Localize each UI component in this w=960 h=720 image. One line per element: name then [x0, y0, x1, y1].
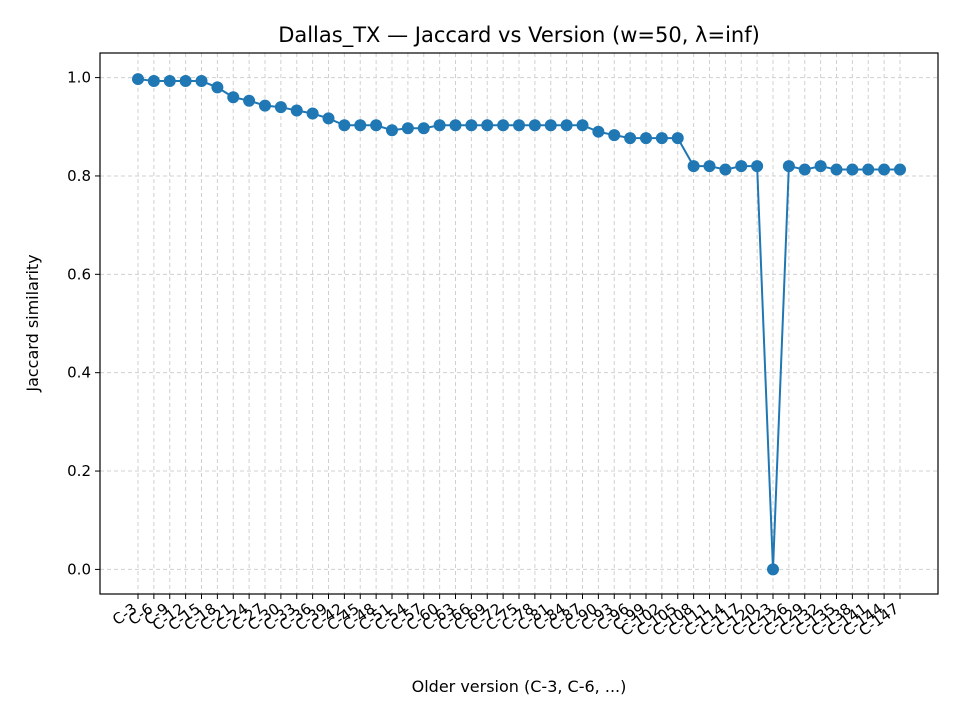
data-point	[259, 99, 271, 112]
chart-title: Dallas_TX — Jaccard vs Version (w=50, λ=…	[278, 23, 760, 48]
data-point	[576, 119, 589, 132]
data-point	[767, 563, 779, 576]
data-point	[417, 122, 430, 135]
data-point	[671, 132, 684, 145]
data-point	[687, 160, 700, 173]
data-point	[179, 75, 192, 88]
y-axis-label: Jaccard similarity	[23, 254, 42, 392]
data-point	[814, 160, 827, 173]
data-point	[592, 125, 605, 138]
data-point	[290, 104, 303, 117]
data-point	[465, 119, 478, 132]
x-axis-label: Older version (C-3, C-6, ...)	[412, 677, 627, 696]
data-point	[354, 119, 367, 132]
data-point	[274, 101, 287, 114]
data-point	[433, 119, 446, 132]
data-point	[449, 119, 462, 132]
data-point	[338, 119, 351, 132]
data-point	[513, 119, 525, 132]
data-point	[497, 119, 510, 132]
data-point	[624, 132, 637, 145]
data-point	[211, 81, 224, 94]
y-tick-label: 1.0	[67, 69, 91, 87]
data-point	[544, 119, 557, 132]
data-point	[878, 163, 891, 176]
data-point	[401, 122, 414, 135]
y-tick-label: 0.0	[67, 560, 91, 578]
data-point	[560, 119, 573, 132]
data-point	[719, 163, 732, 176]
data-point	[640, 132, 652, 145]
series-layer	[132, 73, 906, 576]
data-point	[703, 160, 716, 173]
data-point	[132, 73, 144, 86]
ticks-layer: C-3C-6C-9C-12C-15C-18C-21C-24C-27C-30C-3…	[67, 69, 902, 640]
grid-layer	[100, 53, 938, 594]
data-point	[655, 132, 668, 145]
data-point	[370, 119, 383, 132]
data-point	[608, 129, 621, 142]
data-point	[227, 91, 240, 104]
data-point	[846, 163, 859, 176]
y-tick-label: 0.4	[67, 364, 91, 382]
y-tick-label: 0.2	[67, 462, 91, 480]
y-tick-label: 0.6	[67, 265, 91, 283]
plot-frame	[99, 52, 939, 595]
data-point	[798, 163, 811, 176]
data-point	[735, 160, 748, 173]
data-point	[147, 75, 160, 88]
data-point	[894, 163, 906, 176]
data-point	[386, 124, 398, 137]
data-point	[751, 160, 764, 173]
data-point	[306, 107, 319, 120]
data-point	[782, 160, 795, 173]
data-point	[830, 163, 843, 176]
data-point	[163, 75, 176, 88]
data-point	[862, 163, 875, 176]
y-tick-label: 0.8	[67, 167, 91, 185]
data-point	[243, 94, 256, 107]
data-point	[528, 119, 541, 132]
data-point	[322, 112, 335, 125]
data-point	[195, 75, 208, 88]
data-point	[481, 119, 494, 132]
